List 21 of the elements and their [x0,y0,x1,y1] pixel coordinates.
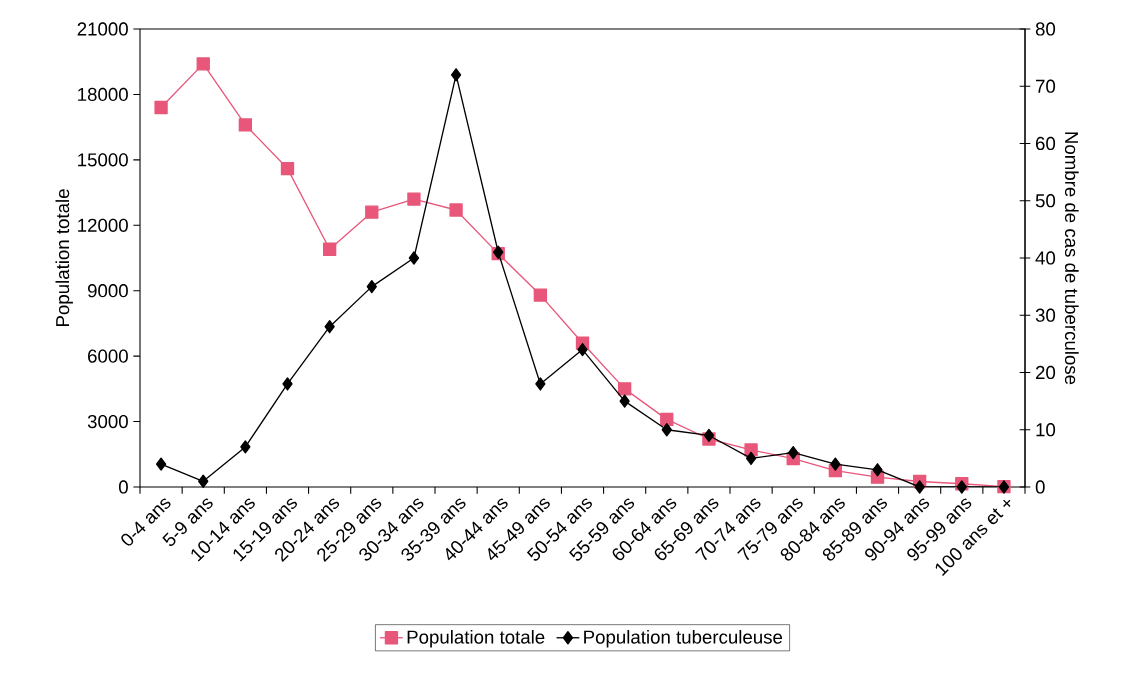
y2-tick-label: 40 [1035,251,1056,265]
y-tick-label: 18000 [78,87,128,102]
y-tick-label: 15000 [78,153,128,167]
y-tick-label: 12000 [78,218,128,232]
y-tick-label: 6000 [88,349,128,363]
y-tick-label: 21000 [77,22,128,36]
y-tick-label: 0 [118,480,128,494]
y2-tick-label: 20 [1035,365,1056,380]
y2-tick-label: 70 [1036,79,1056,93]
y2-tick-label: 50 [1035,194,1056,208]
y2-tick-label: 0 [1035,480,1045,494]
y2-axis-title: Nombre de cas de tuberculose [1064,132,1079,385]
y2-tick-label: 60 [1035,136,1056,151]
y-tick-label: 9000 [87,284,128,298]
y2-tick-label: 10 [1036,423,1056,437]
legend-label: Population totale [407,629,545,648]
y-tick-label: 3000 [87,414,128,429]
y-axis-title: Population totale [55,189,73,326]
y2-tick-label: 30 [1035,308,1056,322]
y2-tick-label: 80 [1035,22,1056,36]
legend-label: Population tuberculeuse [584,629,783,648]
